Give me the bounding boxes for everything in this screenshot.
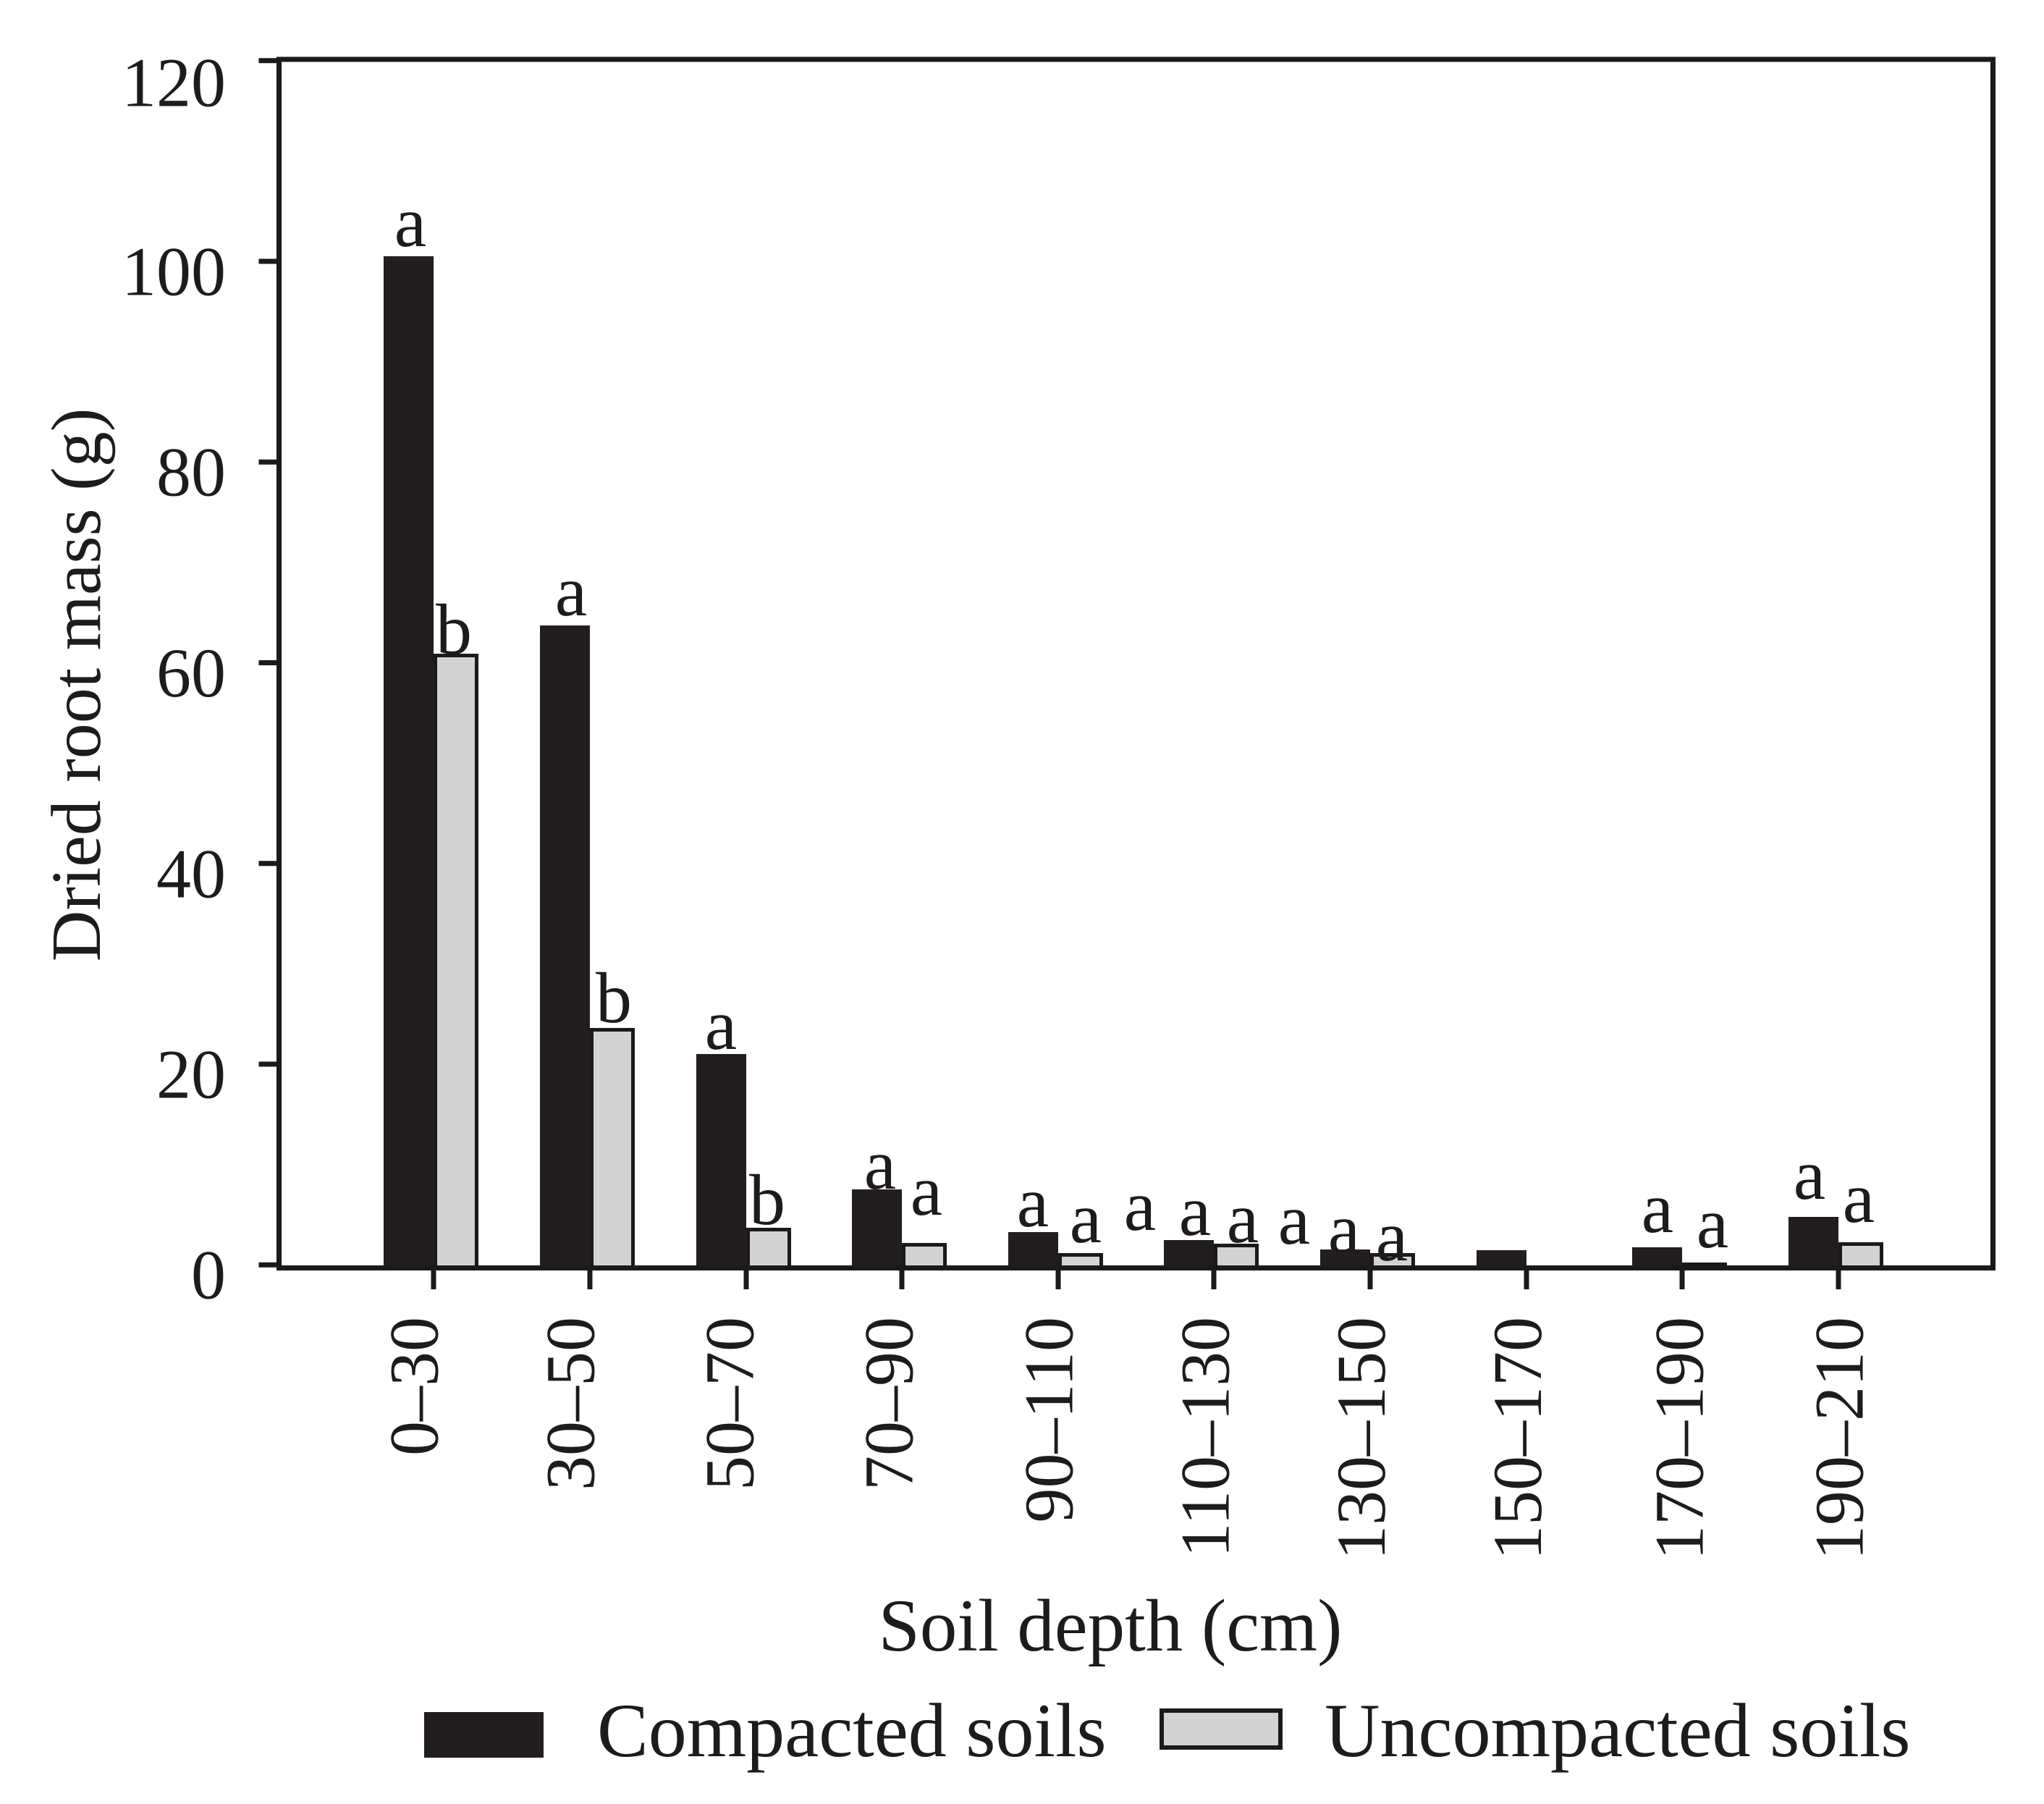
svg-text:a: a [1697,1183,1728,1263]
svg-text:a: a [1794,1134,1825,1215]
svg-text:a: a [1017,1162,1049,1242]
svg-text:a: a [1070,1178,1102,1258]
svg-text:Dried root mass (g): Dried root mass (g) [38,408,116,962]
svg-text:120: 120 [122,43,226,121]
svg-text:a: a [1843,1158,1875,1238]
svg-text:a: a [911,1150,942,1231]
svg-text:a: a [705,985,737,1065]
svg-text:70–90: 70–90 [850,1317,928,1491]
svg-text:90–110: 90–110 [1010,1317,1088,1522]
svg-text:b: b [436,589,472,670]
svg-text:0: 0 [191,1236,226,1314]
svg-text:a: a [1124,1166,1156,1246]
svg-text:170–190: 170–190 [1641,1317,1718,1560]
svg-text:Soil depth (cm): Soil depth (cm) [879,1585,1343,1667]
svg-text:a: a [1278,1179,1310,1260]
svg-text:a: a [394,182,426,262]
svg-text:a: a [864,1124,896,1205]
svg-text:40: 40 [156,835,226,912]
svg-text:0–30: 0–30 [376,1317,453,1456]
svg-text:190–210: 190–210 [1801,1317,1878,1560]
svg-text:a: a [555,551,587,631]
svg-text:Compacted soils: Compacted soils [597,1688,1107,1773]
svg-text:50–70: 50–70 [691,1317,769,1491]
svg-text:b: b [596,958,632,1038]
svg-text:a: a [1376,1196,1408,1276]
svg-text:150–170: 150–170 [1479,1317,1556,1560]
svg-text:60: 60 [156,634,226,712]
svg-text:a: a [1227,1178,1259,1258]
svg-text:80: 80 [156,434,226,511]
svg-text:110–130: 110–130 [1167,1317,1244,1557]
svg-text:Uncompacted soils: Uncompacted soils [1325,1688,1911,1773]
svg-text:b: b [749,1160,785,1240]
svg-text:a: a [1642,1168,1673,1248]
svg-text:a: a [1328,1189,1360,1269]
svg-text:100: 100 [122,233,226,311]
svg-text:30–50: 30–50 [532,1317,609,1491]
svg-text:a: a [1179,1171,1211,1251]
svg-text:130–150: 130–150 [1322,1317,1400,1560]
svg-text:20: 20 [156,1036,226,1113]
